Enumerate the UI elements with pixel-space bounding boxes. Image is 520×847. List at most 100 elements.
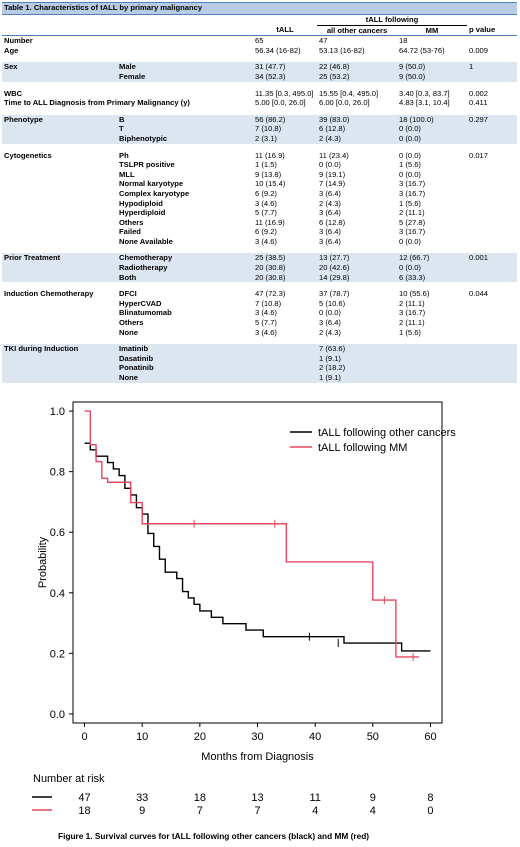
table-row: HyperCVAD 7 (10.8) 5 (10.6) 2 (11.1) [2,299,517,309]
cell-all-other-cancers: 14 (29.8) [317,272,397,283]
cell-tall: 6 (9.2) [255,188,277,198]
cell-tall: 5 (7.7) [255,208,277,218]
x-tick-label: 20 [194,731,206,743]
row-label [2,218,117,228]
row-sublabel: TSLPR positive [119,160,175,170]
cell-p-value: 0.009 [469,45,489,55]
cell-mm: 0 (0.0) [397,263,467,273]
risk-count: 9 [139,805,145,817]
cell-all-other-cancers: 25 (53.2) [317,71,397,82]
column-header-tall: tALL [253,25,317,37]
group-header-tall-following: tALL following [317,14,467,26]
risk-count: 0 [427,805,433,817]
row-sublabel: Both [117,272,253,283]
cell-mm: 64.72 (53-76) [399,45,445,55]
table-spacer-row [2,82,517,89]
table-spacer-row [2,55,517,62]
row-label [2,237,117,247]
cell-all-other-cancers: 39 (83.0) [317,114,397,125]
row-label: Cytogenetics [4,150,52,160]
table-row: Prior Treatment Chemotherapy 25 (38.5) 13 (… [2,253,518,264]
row-sublabel: Imatinib [117,344,253,354]
cell-tall: 7 (10.8) [253,124,317,134]
cell-mm: 5 (27.8) [399,217,426,227]
cell-mm: 0 (0.0) [399,169,421,179]
cell-all-other-cancers: 3 (6.4) [319,318,341,328]
table-row: Cytogenetics Ph 11 (16.9) 11 (23.4) 0 (0.0) 0… [2,151,517,161]
row-sublabel: Ph [119,150,129,160]
cell-all-other-cancers: 3 (6.4) [319,236,341,246]
table-row: Sex Male 31 (47.7) 22 (46.8) 9 (50.0) 1 [2,62,518,72]
row-label [2,263,117,273]
cell-tall: 3 (4.6) [255,327,277,337]
cell-p-value [467,299,517,309]
y-tick-label: 1.0 [50,406,65,418]
cell-tall: 47 (72.3) [255,289,286,299]
cell-tall: 3 (4.6) [255,236,277,246]
cell-mm: 6 (33.3) [397,272,467,283]
column-header-all-other-cancers: all other cancers [317,25,397,37]
cell-tall [253,363,317,373]
cell-mm: 4.83 [3.1, 10.4] [399,98,450,108]
cell-all-other-cancers: 2 (4.3) [319,327,341,337]
cell-all-other-cancers: 47 [319,36,328,46]
row-sublabel: T [117,124,253,134]
cell-mm [397,344,467,354]
cell-all-other-cancers: 11 (23.4) [319,150,349,160]
table-row: Complex karyotype 6 (9.2) 3 (6.4) 3 (16.7) [2,189,517,199]
cell-tall [253,344,317,354]
cell-p-value [467,124,518,134]
cell-p-value [467,36,517,46]
x-tick-label: 30 [251,731,263,743]
x-tick-label: 60 [424,731,436,743]
table-column-header-row: tALL all other cancers MM p value [2,25,518,37]
table-row: Number 65 47 18 [2,36,517,46]
cell-mm: 12 (66.7) [397,253,467,264]
row-sublabel: DFCI [119,289,137,299]
cell-all-other-cancers: 2 (18.2) [317,363,397,373]
row-label: Time to ALL Diagnosis from Primary Malig… [4,98,190,108]
row-label [2,189,117,199]
row-sublabel: None [119,327,138,337]
row-sublabel: Normal karyotype [119,179,184,189]
table-row: WBC 11.35 [0.3, 495.0] 15.55 [0.4, 495.0] 3… [2,89,517,99]
cell-tall: 2 (3.1) [253,133,317,144]
row-sublabel: Others [119,318,144,328]
row-sublabel: Complex karyotype [119,188,190,198]
x-tick-label: 50 [367,731,379,743]
cell-tall: 6 (9.2) [255,227,277,237]
row-label [2,133,117,144]
cell-mm: 0 (0.0) [397,124,467,134]
cell-mm [397,373,467,383]
cell-p-value [467,208,517,218]
row-sublabel: None Available [119,236,173,246]
survival-figure: 0 10 20 30 40 50 60 0.0 0.2 0.4 0.6 0.8 1.0 Months fr… [0,390,520,847]
row-label [2,299,117,309]
row-label [2,170,117,180]
row-label [2,227,117,237]
risk-count: 18 [78,805,90,817]
cell-p-value: 0.001 [467,253,518,264]
cell-p-value [467,179,517,189]
risk-count: 4 [370,805,376,817]
cell-p-value [467,133,518,144]
row-sublabel: MLL [119,169,135,179]
row-sublabel: Dasatinib [117,353,253,364]
cell-mm: 1 (5.6) [399,160,421,170]
row-sublabel: Female [117,71,253,82]
risk-count: 11 [309,792,320,804]
cell-tall: 11 (16.9) [255,150,285,160]
cell-mm: 3.40 [0.3, 83.7] [399,88,450,98]
table-row: Induction Chemotherapy DFCI 47 (72.3) 37 (7… [2,289,517,299]
table-row: Dasatinib 1 (9.1) [2,353,518,364]
table-row: Biphenotypic 2 (3.1) 2 (4.3) 0 (0.0) [2,133,518,144]
cell-p-value [467,373,518,383]
cell-tall: 11 (16.9) [255,217,285,227]
risk-count: 7 [197,805,203,817]
cell-all-other-cancers: 37 (78.7) [319,289,350,299]
table-row: TKI during Induction Imatinib 7 (63.6) [2,344,518,354]
row-sublabel: Ponatinib [117,363,253,373]
cell-p-value [467,199,517,209]
risk-count: 18 [194,792,206,804]
